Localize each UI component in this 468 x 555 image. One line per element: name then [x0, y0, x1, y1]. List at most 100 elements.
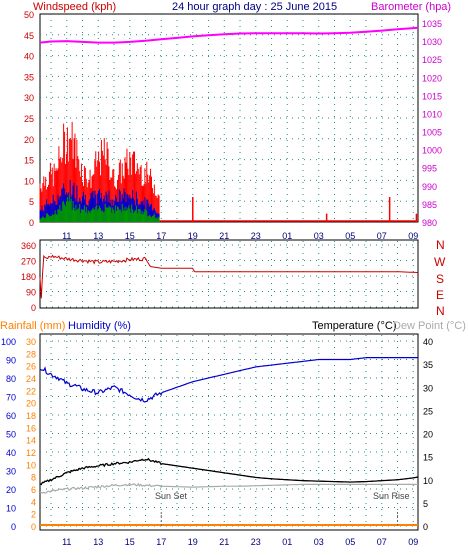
wind-x-tick-label: 01 — [282, 231, 292, 241]
rainfall-y-tick-label: 14 — [26, 436, 36, 446]
barometer-y-tick-label: 1005 — [422, 128, 442, 138]
humidity-y-tick-label: 20 — [6, 485, 16, 495]
direction-label-e: E — [436, 288, 444, 302]
rainfall-y-tick-label: 2 — [31, 510, 36, 520]
wind-y-tick-label: 10 — [24, 176, 34, 186]
wind-x-tick-label: 17 — [156, 231, 166, 241]
rainfall-y-tick-label: 16 — [26, 423, 36, 433]
climate-x-tick-label: 03 — [314, 537, 324, 547]
temperature-y-tick-label: 0 — [423, 522, 428, 532]
wind-direction-line — [39, 254, 419, 299]
rainfall-y-tick-label: 4 — [31, 497, 36, 507]
wind-x-tick-label: 07 — [377, 231, 387, 241]
direction-y-tick-label: 180 — [21, 272, 36, 282]
temperature-y-tick-label: 30 — [423, 383, 433, 393]
wind-y-tick-label: 20 — [24, 135, 34, 145]
temperature-y-tick-label: 5 — [423, 499, 428, 509]
direction-label-n-bottom: N — [436, 304, 445, 318]
temperature-y-tick-label: 15 — [423, 453, 433, 463]
barometer-y-tick-label: 1000 — [422, 146, 442, 156]
rainfall-y-tick-label: 10 — [26, 460, 36, 470]
wind-x-tick-label: 09 — [408, 231, 418, 241]
wind-x-tick-label: 19 — [188, 231, 198, 241]
barometer-axis-title: Barometer (hpa) — [371, 1, 451, 13]
barometer-y-tick-label: 990 — [422, 182, 437, 192]
wind-y-tick-label: 45 — [24, 31, 34, 41]
climate-panel-frame — [39, 333, 419, 531]
temperature-y-tick-label: 20 — [423, 430, 433, 440]
windspeed-axis-title: Windspeed (kph) — [33, 1, 116, 13]
barometer-y-tick-label: 1015 — [422, 91, 442, 101]
climate-x-tick-label: 17 — [156, 537, 166, 547]
rainfall-y-tick-label: 6 — [31, 485, 36, 495]
sunrise-label: Sun Rise — [373, 491, 410, 501]
climate-x-tick-label: 19 — [188, 537, 198, 547]
dewpoint-line — [39, 482, 418, 494]
rainfall-y-tick-label: 0 — [31, 522, 36, 532]
temperature-y-tick-label: 25 — [423, 406, 433, 416]
rainfall-y-tick-label: 26 — [26, 362, 36, 372]
sunset-label: Sun Set — [155, 491, 188, 501]
direction-y-tick-label: 270 — [21, 257, 36, 267]
direction-panel-frame — [39, 239, 419, 309]
climate-x-tick-label: 01 — [282, 537, 292, 547]
humidity-y-tick-label: 50 — [6, 430, 16, 440]
wind-y-tick-label: 25 — [24, 114, 34, 124]
rainfall-y-tick-label: 30 — [26, 337, 36, 347]
barometer-line — [39, 26, 419, 44]
barometer-y-tick-label: 995 — [422, 164, 437, 174]
wind-y-tick-label: 40 — [24, 52, 34, 62]
wind-y-tick-label: 35 — [24, 72, 34, 82]
climate-x-tick-label: 21 — [219, 537, 229, 547]
temperature-y-tick-label: 40 — [423, 337, 433, 347]
rainfall-y-tick-label: 22 — [26, 386, 36, 396]
barometer-y-tick-label: 1020 — [422, 73, 442, 83]
climate-x-tick-label: 07 — [377, 537, 387, 547]
humidity-y-tick-label: 40 — [6, 448, 16, 458]
humidity-line — [39, 357, 418, 403]
wind-x-tick-label: 03 — [314, 231, 324, 241]
wind-y-tick-label: 5 — [29, 197, 34, 207]
direction-y-tick-label: 90 — [26, 288, 36, 298]
rainfall-y-tick-label: 8 — [31, 473, 36, 483]
humidity-y-tick-label: 30 — [6, 467, 16, 477]
wind-y-tick-label: 30 — [24, 93, 34, 103]
temperature-axis-title: Temperature (°C) — [312, 320, 396, 332]
wind-x-tick-label: 11 — [62, 231, 71, 241]
wind-x-tick-label: 15 — [125, 231, 135, 241]
wind-x-tick-label: 13 — [93, 231, 103, 241]
humidity-y-tick-label: 10 — [6, 504, 16, 514]
humidity-y-tick-label: 100 — [1, 337, 16, 347]
temperature-y-tick-label: 10 — [423, 476, 433, 486]
direction-label-s: S — [436, 272, 444, 286]
climate-x-tick-label: 13 — [93, 537, 103, 547]
climate-x-tick-label: 23 — [251, 537, 261, 547]
wind-y-tick-label: 15 — [24, 156, 34, 166]
climate-x-tick-label: 15 — [125, 537, 135, 547]
rainfall-y-tick-label: 24 — [26, 374, 36, 384]
barometer-y-tick-label: 985 — [422, 200, 437, 210]
climate-x-tick-label: 11 — [62, 537, 71, 547]
direction-label-n-top: N — [436, 238, 445, 252]
rainfall-y-tick-label: 12 — [26, 448, 36, 458]
humidity-y-tick-label: 80 — [6, 374, 16, 384]
barometer-y-tick-label: 1035 — [422, 19, 442, 29]
direction-y-tick-label: 0 — [31, 303, 36, 313]
barometer-y-tick-label: 980 — [422, 218, 437, 228]
graph-title: 24 hour graph day : 25 June 2015 — [172, 1, 337, 13]
rainfall-y-tick-label: 20 — [26, 399, 36, 409]
wind-y-tick-label: 0 — [29, 218, 34, 228]
wind-y-tick-label: 50 — [24, 10, 34, 20]
rainfall-y-tick-label: 18 — [26, 411, 36, 421]
humidity-y-tick-label: 90 — [6, 356, 16, 366]
humidity-y-tick-label: 0 — [11, 522, 16, 532]
rainfall-axis-title: Rainfall (mm) — [0, 320, 65, 332]
direction-y-tick-label: 360 — [21, 241, 36, 251]
wind-x-tick-label: 21 — [219, 231, 229, 241]
barometer-y-tick-label: 1025 — [422, 55, 442, 65]
humidity-axis-title: Humidity (%) — [68, 320, 131, 332]
temperature-line — [39, 457, 419, 486]
wind-lull-bars — [39, 195, 160, 222]
temperature-y-tick-label: 35 — [423, 360, 433, 370]
